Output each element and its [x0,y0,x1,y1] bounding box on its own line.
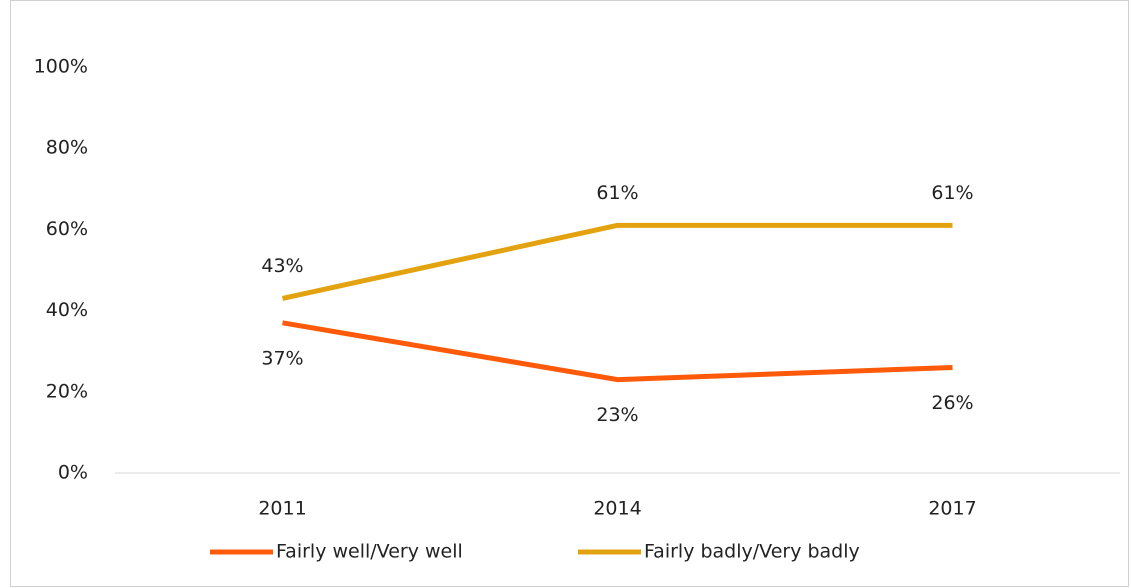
series-line [282,320,953,383]
y-tick-label: 20% [46,380,88,402]
data-label: 43% [261,255,303,277]
legend-label: Fairly well/Very well [276,541,463,563]
data-label: 61% [931,182,973,204]
y-tick-label: 40% [46,299,88,321]
y-tick-label: 0% [58,462,88,484]
x-tick-label: 2017 [928,498,976,520]
data-label: 37% [261,347,303,369]
data-label: 26% [931,392,973,414]
series-line [281,222,953,301]
y-tick-label: 100% [34,56,88,78]
legend-label: Fairly badly/Very badly [644,541,860,563]
x-tick-label: 2014 [593,498,641,520]
x-tick-label: 2011 [258,498,306,520]
data-label: 61% [596,182,638,204]
data-label: 23% [596,404,638,426]
y-tick-label: 60% [46,218,88,240]
y-tick-label: 80% [46,137,88,159]
chart-border [10,0,1129,587]
